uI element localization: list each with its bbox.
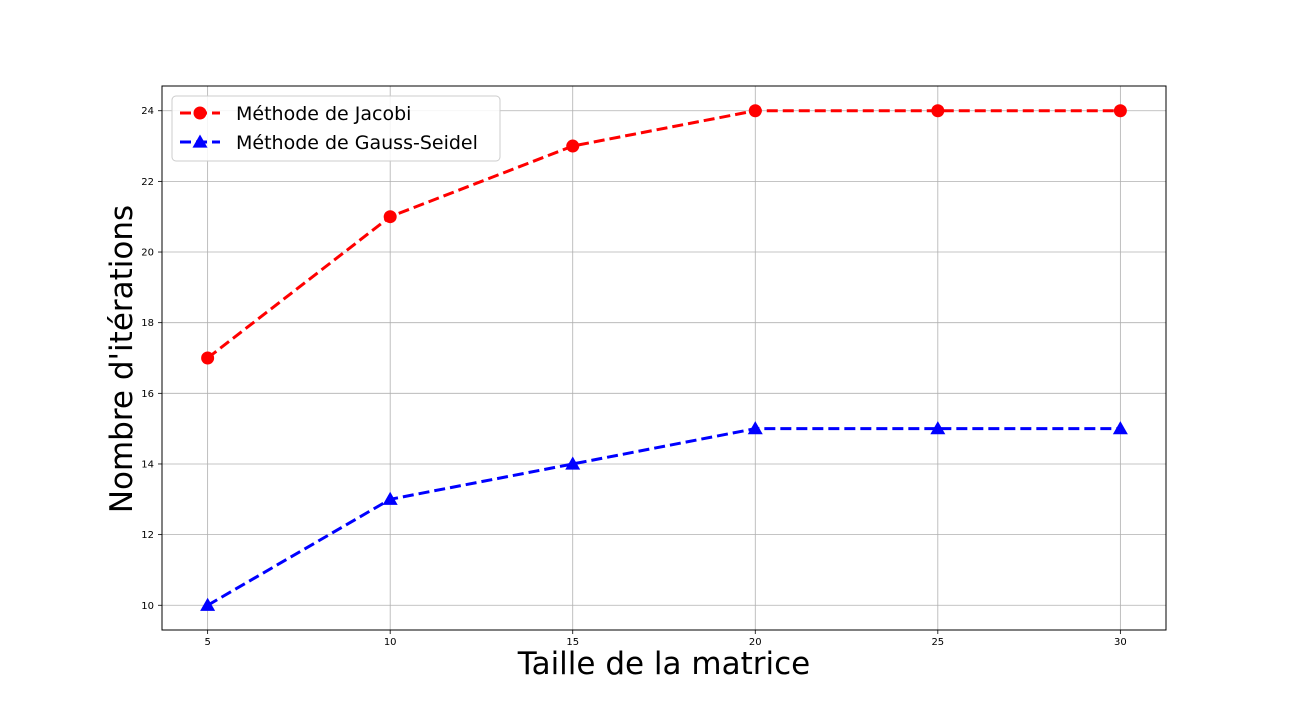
series-line (206, 427, 1121, 607)
x-axis-title: Taille de la matrice (517, 646, 810, 682)
plot-frame (161, 85, 1167, 631)
legend: Méthode de Jacobi Méthode de Gauss-Seidel (171, 95, 501, 162)
legend-box (171, 95, 501, 162)
legend-marker (193, 106, 207, 120)
data-point (201, 351, 215, 365)
grid (162, 86, 1166, 630)
data-point (565, 456, 581, 470)
data-point (1113, 104, 1127, 118)
y-tick-label: 12 (141, 530, 154, 541)
x-axis: 5 10 15 20 25 30 (204, 630, 1127, 648)
y-tick-label: 18 (141, 318, 154, 329)
data-point (200, 597, 216, 611)
series-layer (200, 104, 1128, 611)
legend-marker (192, 134, 208, 148)
data-point (747, 421, 763, 435)
data-point (748, 104, 762, 118)
series-gauss-seidel (200, 421, 1128, 611)
legend-item: Méthode de Gauss-Seidel (180, 132, 478, 154)
data-point (566, 139, 580, 153)
legend-label: Méthode de Gauss-Seidel (236, 132, 478, 154)
x-tick-label: 10 (384, 637, 397, 648)
legend-item: Méthode de Jacobi (180, 103, 411, 125)
data-point (382, 491, 398, 505)
data-point (383, 210, 397, 224)
y-tick-label: 14 (141, 459, 154, 470)
y-tick-label: 10 (141, 601, 154, 612)
x-tick-label: 20 (749, 637, 762, 648)
x-tick-label: 25 (931, 637, 944, 648)
x-tick-label: 15 (566, 637, 579, 648)
y-axis: 10 12 14 16 18 20 22 24 (141, 106, 162, 612)
y-tick-label: 20 (141, 248, 154, 259)
y-tick-label: 16 (141, 389, 154, 400)
legend-label: Méthode de Jacobi (236, 103, 411, 125)
series-jacobi (201, 104, 1127, 365)
data-point (1112, 421, 1128, 435)
x-tick-label: 5 (204, 637, 210, 648)
data-point (931, 104, 945, 118)
y-tick-label: 22 (141, 177, 154, 188)
series-line (206, 109, 1121, 360)
y-axis-title: Nombre d'itérations (104, 205, 140, 513)
y-tick-label: 24 (141, 106, 154, 117)
x-tick-label: 30 (1114, 637, 1127, 648)
data-point (930, 421, 946, 435)
